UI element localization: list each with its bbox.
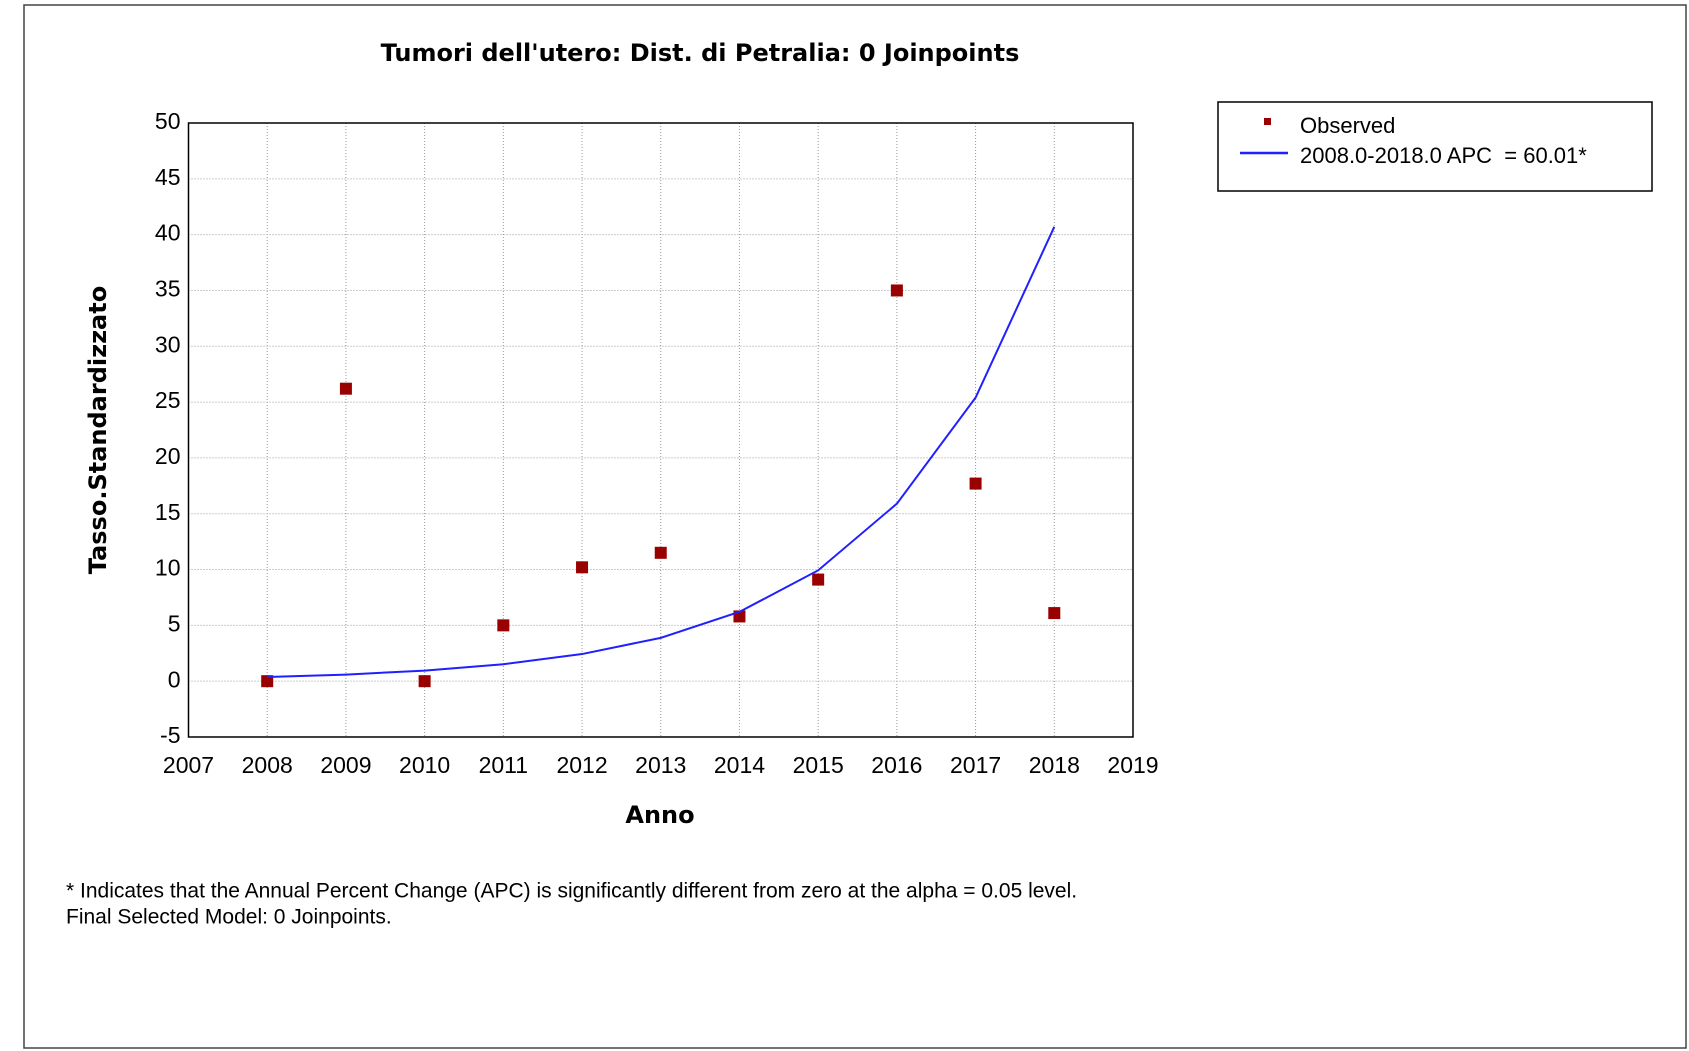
marker bbox=[812, 573, 825, 586]
y-tick-label: 35 bbox=[155, 276, 181, 302]
y-tick-label: 45 bbox=[155, 164, 181, 190]
marker bbox=[654, 546, 667, 559]
x-tick-label: 2016 bbox=[871, 752, 922, 778]
x-tick-label: 2011 bbox=[479, 752, 528, 778]
x-tick-label: 2010 bbox=[399, 752, 450, 778]
fit-line bbox=[267, 226, 1056, 679]
y-tick-label: 5 bbox=[168, 610, 181, 636]
marker bbox=[261, 675, 274, 688]
marker bbox=[418, 675, 431, 688]
x-tick-label: 2014 bbox=[714, 752, 765, 778]
marker bbox=[1048, 607, 1061, 620]
marker bbox=[339, 382, 352, 395]
footnote: * Indicates that the Annual Percent Chan… bbox=[66, 880, 1077, 903]
y-tick-label: 20 bbox=[155, 443, 181, 469]
x-tick-label: 2008 bbox=[242, 752, 293, 778]
y-tick-label: 40 bbox=[155, 220, 181, 246]
x-tick-label: 2009 bbox=[320, 752, 371, 778]
marker bbox=[969, 477, 982, 490]
x-tick-label: 2019 bbox=[1107, 752, 1158, 778]
x-tick-label: 2012 bbox=[556, 752, 607, 778]
legend-label: Observed bbox=[1300, 113, 1395, 138]
y-tick-label: 0 bbox=[168, 666, 181, 692]
x-tick-label: 2013 bbox=[635, 752, 686, 778]
y-tick-label: 25 bbox=[155, 387, 181, 413]
y-tick-label: 15 bbox=[155, 499, 181, 525]
footnote: Final Selected Model: 0 Joinpoints. bbox=[66, 906, 392, 929]
y-axis-label: Tasso.Standardizzato bbox=[84, 286, 112, 574]
marker bbox=[576, 561, 589, 574]
chart-title: Tumori dell'utero: Dist. di Petralia: 0 … bbox=[381, 39, 1020, 67]
marker bbox=[890, 284, 903, 297]
legend-marker bbox=[1264, 118, 1271, 125]
y-tick-label: 30 bbox=[155, 331, 181, 357]
y-tick-label: -5 bbox=[160, 722, 180, 748]
y-tick-label: 10 bbox=[155, 555, 181, 581]
x-tick-label: 2017 bbox=[950, 752, 1001, 778]
x-tick-label: 2007 bbox=[163, 752, 214, 778]
x-axis-label: Anno bbox=[625, 801, 694, 829]
frame bbox=[23, 4, 1687, 1049]
x-tick-label: 2018 bbox=[1029, 752, 1080, 778]
marker bbox=[497, 619, 510, 632]
plot-border bbox=[187, 122, 1134, 738]
y-tick-label: 50 bbox=[155, 108, 181, 134]
legend bbox=[1217, 101, 1653, 192]
legend-label: 2008.0-2018.0 APC = 60.01* bbox=[1300, 143, 1587, 168]
x-tick-label: 2015 bbox=[793, 752, 844, 778]
